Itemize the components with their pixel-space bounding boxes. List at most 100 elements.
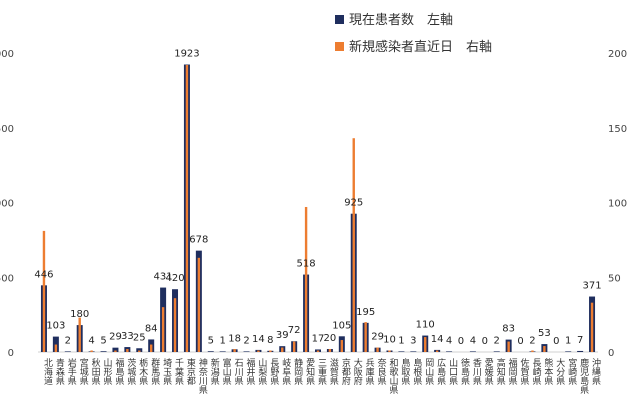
data-label-43: 0 [553,336,559,347]
data-label-39: 83 [502,324,515,335]
data-label-11: 420 [165,273,184,284]
bar-new-11 [173,298,177,352]
category-label-19: 長野県 [268,358,279,386]
bar-current-6 [112,347,119,352]
bar-new-13 [197,257,201,352]
bar-new-18 [257,350,260,352]
category-label-18: 山梨県 [256,358,267,386]
category-label-8: 栃木県 [137,357,148,386]
category-label-13: 神奈川県 [197,357,208,395]
data-label-7: 33 [121,331,134,342]
data-label-3: 180 [70,309,89,320]
data-label-10: 431 [154,272,173,283]
bar-current-2 [64,351,71,352]
bar-current-30 [398,351,405,352]
bar-new-7 [126,349,129,352]
category-label-35: 徳島県 [459,357,470,386]
category-label-46: 沖縄県 [590,357,601,386]
legend-label-current-patients: 現在患者数 左軸 [349,13,453,28]
bar-new-8 [138,350,141,352]
bar-current-15 [219,351,226,352]
left-axis-tick-0: 0 [8,348,14,359]
data-label-23: 17 [312,333,325,344]
data-label-13: 678 [189,235,208,246]
bar-current-17 [243,351,250,352]
bar-new-20 [281,347,284,352]
bar-new-28 [376,347,379,352]
bar-new-6 [114,350,117,352]
data-label-32: 110 [416,320,435,331]
category-label-17: 福井県 [245,357,256,386]
category-label-1: 青森県 [54,357,65,386]
category-labels-group: 北海道 青森県 岩手県 宮城県 秋田県 山形県 福島県 茨城県 栃木県 群馬県 埼玉県 千葉県 東京都神… [42,357,601,395]
data-label-29: 10 [383,335,396,346]
data-label-36: 4 [470,335,476,346]
data-label-35: 0 [458,336,464,347]
category-label-39: 福岡県 [507,357,518,386]
bar-new-33 [435,350,439,352]
category-label-10: 埼玉県 [161,357,172,386]
left-axis-tick-2000: 2000 [0,49,14,60]
category-label-30: 鳥取県 [399,357,410,386]
bar-new-0 [42,230,46,352]
data-label-16: 18 [228,333,241,344]
left-axis-tick-1000: 1000 [0,199,14,210]
data-label-6: 29 [109,332,122,343]
bar-new-1 [54,344,58,352]
bar-new-29 [388,350,391,352]
data-label-8: 25 [133,332,146,343]
category-label-28: 奈良県 [376,357,387,386]
category-label-9: 群馬県 [149,357,160,386]
right-axis-tick-100: 100 [608,199,627,210]
category-label-36: 香川県 [471,358,482,386]
data-label-18: 14 [252,334,265,345]
data-label-14: 5 [208,335,214,346]
data-label-42: 53 [538,328,551,339]
category-label-21: 静岡県 [292,357,303,386]
category-label-26: 大阪府 [352,357,363,386]
chart-legend: 現在患者数 左軸 新規感染者直近日 右軸 [335,13,492,55]
category-label-43: 大分県 [554,357,565,386]
bar-new-23 [316,350,320,352]
data-label-17: 2 [243,335,249,346]
data-label-38: 2 [494,335,500,346]
data-label-4: 4 [88,335,94,346]
bar-new-3 [78,317,81,352]
category-label-3: 宮城県 [78,357,89,386]
category-label-33: 広島県 [435,357,446,386]
category-label-11: 千葉県 [173,358,184,386]
category-label-5: 山形県 [102,358,113,386]
right-axis: 0 50 100 150 200 [608,49,627,359]
data-label-21: 72 [288,325,301,336]
category-label-34: 山口県 [447,358,458,386]
legend-swatch-new-cases [335,42,344,51]
data-label-9: 84 [145,323,158,334]
data-label-34: 4 [446,335,452,346]
data-label-41: 2 [529,335,535,346]
bar-current-36 [469,351,476,352]
category-label-41: 長崎県 [530,358,541,386]
bar-new-16 [233,349,236,352]
data-label-46: 371 [582,281,601,292]
bar-current-34 [446,351,453,352]
bar-new-42 [543,346,546,352]
right-axis-tick-50: 50 [608,273,621,284]
right-axis-tick-200: 200 [608,49,627,60]
category-label-2: 岩手県 [66,357,77,386]
bar-current-14 [207,351,214,352]
legend-swatch-current-patients [335,15,344,24]
category-label-14: 新潟県 [209,357,220,386]
data-label-28: 29 [371,332,384,343]
category-label-22: 愛知県 [304,357,315,386]
bar-new-9 [149,344,153,352]
left-axis-tick-1500: 1500 [0,124,14,135]
data-label-24: 20 [324,333,337,344]
category-label-4: 秋田県 [90,357,101,386]
bar-current-44 [565,351,572,352]
left-axis: 0 500 1000 1500 2000 [0,49,14,359]
category-label-0: 北海道 [42,358,53,386]
category-label-44: 宮崎県 [566,357,577,386]
bar-new-12 [185,64,189,353]
category-label-16: 石川県 [233,358,244,386]
